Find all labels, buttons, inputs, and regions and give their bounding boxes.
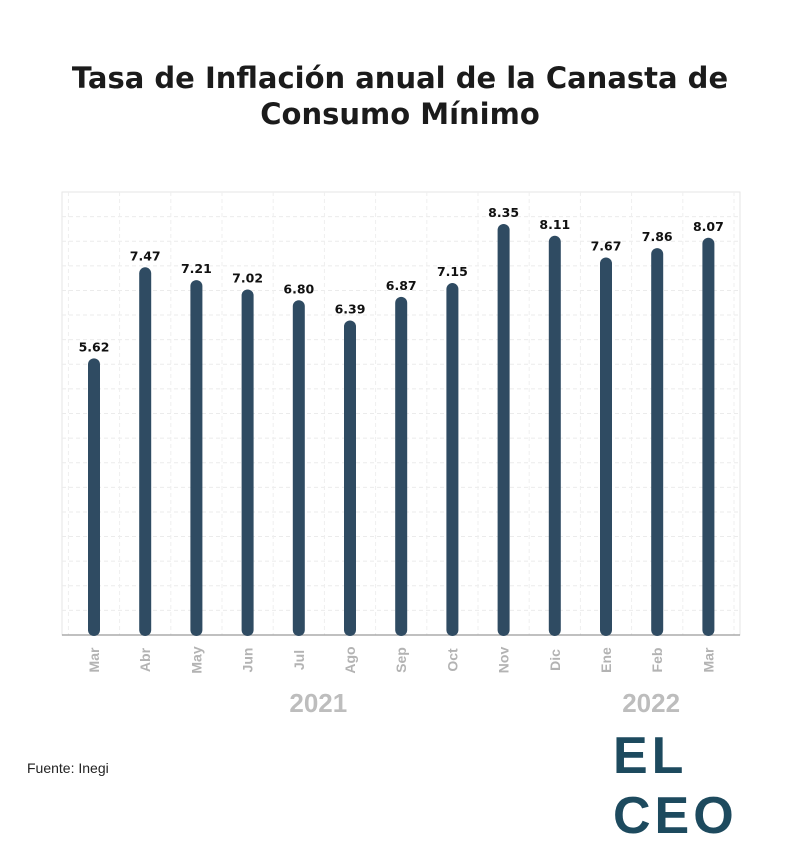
x-tick-label: Abr <box>137 647 153 672</box>
value-label: 7.15 <box>437 264 468 279</box>
bar-jun-3 <box>241 289 254 636</box>
value-label: 6.87 <box>386 278 417 293</box>
value-label: 7.02 <box>232 270 263 285</box>
value-label: 7.21 <box>181 261 212 276</box>
bar-chart: 5.62 7.47 7.21 7.02 6.80 6.39 6.87 7.15 8.35 8.11… <box>61 191 741 674</box>
x-tick-label: Nov <box>496 647 512 674</box>
bar-mar-12 <box>702 237 715 636</box>
value-label: 7.47 <box>130 248 161 263</box>
value-label: 7.86 <box>642 229 673 244</box>
x-tick-label: Oct <box>444 648 460 672</box>
bar-jul-4 <box>292 300 305 636</box>
value-label: 6.80 <box>283 281 314 296</box>
value-label: 6.39 <box>335 301 366 316</box>
chart-title: Tasa de Inflación anual de la Canasta de… <box>0 60 800 132</box>
bar-mar-0 <box>88 358 100 636</box>
x-tick-label: Sep <box>393 647 409 673</box>
year-label-2022: 2022 <box>622 688 681 718</box>
bar-ene-10 <box>600 257 612 636</box>
el-ceo-logo: EL CEO <box>613 727 738 845</box>
x-tick-label: Feb <box>649 648 665 673</box>
bar-feb-11 <box>651 248 664 636</box>
chart-title-line-2: Consumo Mínimo <box>260 97 540 131</box>
value-label: 8.11 <box>539 217 570 232</box>
x-tick-label: Ene <box>598 647 614 673</box>
x-tick-label: Dic <box>547 649 563 671</box>
chart-value-labels: 5.62 7.47 7.21 7.02 6.80 6.39 6.87 7.15 8.35 8.11… <box>79 205 724 354</box>
bar-oct-7 <box>446 283 459 636</box>
year-label-2021: 2021 <box>289 688 348 718</box>
bar-sep-6 <box>395 296 408 636</box>
x-tick-label: Jun <box>240 648 256 673</box>
x-tick-label: Jul <box>291 650 307 670</box>
bar-abr-1 <box>139 267 152 636</box>
bar-may-2 <box>190 280 203 636</box>
chart-title-line-1: Tasa de Inflación anual de la Canasta de <box>71 61 729 95</box>
source-note: Fuente: Inegi <box>27 760 109 776</box>
value-label: 5.62 <box>79 339 110 354</box>
bar-ago-5 <box>344 320 356 636</box>
x-tick-label: Ago <box>342 646 358 673</box>
bar-nov-8 <box>497 223 510 636</box>
chart-bars <box>88 223 715 636</box>
value-label: 7.67 <box>591 238 622 253</box>
chart-x-tick-labels: Mar Abr May Jun Jul Ago Sep Oct Nov Dic Ene Feb Mar <box>86 646 716 673</box>
x-tick-label: May <box>188 646 204 673</box>
value-label: 8.07 <box>693 219 724 234</box>
x-tick-label: Mar <box>86 647 102 672</box>
bar-dic-9 <box>548 235 561 636</box>
x-tick-label: Mar <box>700 647 716 672</box>
value-label: 8.35 <box>488 205 519 220</box>
